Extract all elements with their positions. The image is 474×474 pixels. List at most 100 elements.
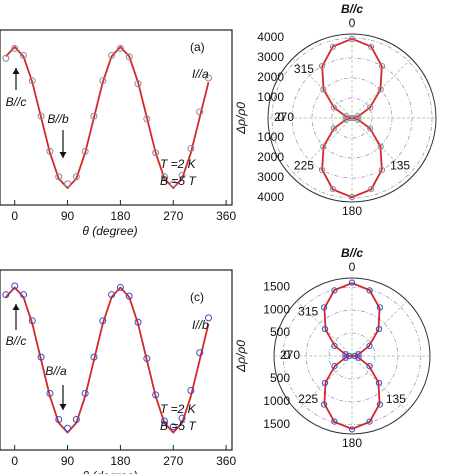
data-point (108, 291, 116, 299)
chart-title: B//c (341, 2, 363, 16)
r-tick-label: 2000 (257, 70, 284, 84)
data-point (331, 362, 338, 370)
data-point (355, 354, 362, 361)
data-point (378, 166, 386, 174)
angle-tick-label: 270 (274, 110, 294, 124)
angle-tick-label: 180 (342, 436, 362, 450)
r-tick-label: 3000 (257, 50, 284, 64)
data-point (143, 115, 151, 123)
data-point (99, 317, 107, 325)
data-point (160, 173, 168, 181)
data-point (125, 53, 133, 61)
spoke (292, 58, 353, 119)
angle-tick-label: 180 (342, 204, 362, 218)
plot-frame (0, 269, 233, 451)
arrow-head (59, 152, 67, 158)
data-point (318, 62, 326, 70)
r-tick-label: 1500 (263, 279, 290, 293)
annotation: T =2 K (160, 402, 197, 416)
data-point (366, 418, 373, 425)
r-tick-label: 4000 (257, 190, 284, 204)
angle-tick-label: 225 (294, 158, 314, 172)
data-point (376, 304, 384, 311)
r-tick-label: 1500 (263, 417, 290, 431)
annotation: (a) (190, 40, 205, 54)
data-point (125, 292, 133, 300)
data-point (342, 113, 349, 120)
data-point (331, 342, 338, 350)
r-tick-label: 4000 (257, 30, 284, 44)
angle-tick-label: 135 (390, 158, 410, 172)
data-point (366, 362, 373, 370)
r-tick-label: 0 (277, 110, 284, 124)
annotation: I//b (192, 318, 209, 332)
arrow-head (12, 68, 20, 74)
data-point (2, 291, 10, 299)
r-tick-label: 500 (270, 371, 290, 385)
data-point (367, 104, 374, 111)
data-point (160, 417, 168, 425)
data-point (346, 352, 353, 360)
data-point (178, 414, 186, 422)
data-point (348, 426, 356, 433)
data-point (367, 185, 375, 193)
data-point (169, 180, 177, 188)
data-point (143, 355, 151, 363)
data-point (321, 379, 329, 387)
data-point (55, 416, 63, 424)
data-point (90, 353, 98, 361)
data-point (348, 193, 356, 201)
data-point (342, 354, 349, 361)
data-point (320, 86, 327, 93)
data-point (28, 77, 36, 85)
data-point (19, 291, 27, 299)
r-tick-label: 0 (283, 348, 290, 362)
r-tick-label: 1000 (257, 130, 284, 144)
data-point (2, 54, 10, 62)
data-point (187, 145, 195, 153)
r-axis-label: Δρ/ρ0 (234, 102, 248, 135)
data-point (81, 147, 89, 155)
data-point (19, 51, 27, 59)
data-point (205, 314, 213, 322)
x-axis-label: θ (degree) (82, 469, 137, 474)
plot-frame (0, 29, 233, 206)
data-point (178, 171, 186, 179)
annotation: (c) (190, 290, 204, 304)
angle-tick-label: 315 (298, 304, 318, 318)
data-point (11, 44, 19, 52)
spoke (296, 300, 353, 357)
data-point (320, 401, 328, 408)
data-point (376, 401, 384, 408)
data-point (355, 116, 362, 123)
angle-tick-label: 225 (298, 392, 318, 406)
annotation: B =5 T (160, 174, 197, 188)
annotation: B//a (45, 364, 67, 378)
data-point (116, 283, 124, 291)
data-point (28, 317, 36, 325)
spoke (351, 117, 412, 178)
data-point (196, 108, 204, 116)
data-point (331, 418, 338, 425)
r-tick-label: 2000 (257, 150, 284, 164)
x-tick-label: 0 (11, 454, 18, 468)
fit-line (321, 37, 383, 199)
arrow-head (59, 404, 67, 410)
r-tick-label: 1000 (263, 302, 290, 316)
annotation: T =2 K (160, 157, 197, 171)
r-axis-label: Δρ/ρ0 (234, 340, 248, 373)
data-point (348, 35, 356, 43)
x-tick-label: 360 (216, 209, 236, 223)
data-point (205, 74, 213, 82)
data-point (64, 180, 72, 188)
data-point (355, 351, 362, 358)
data-point (367, 125, 374, 132)
data-point (348, 279, 356, 286)
data-point (366, 342, 373, 350)
data-point (320, 143, 327, 150)
x-tick-label: 270 (163, 209, 183, 223)
annotation: B//b (47, 112, 69, 126)
spoke (351, 58, 412, 119)
x-tick-label: 360 (216, 454, 236, 468)
